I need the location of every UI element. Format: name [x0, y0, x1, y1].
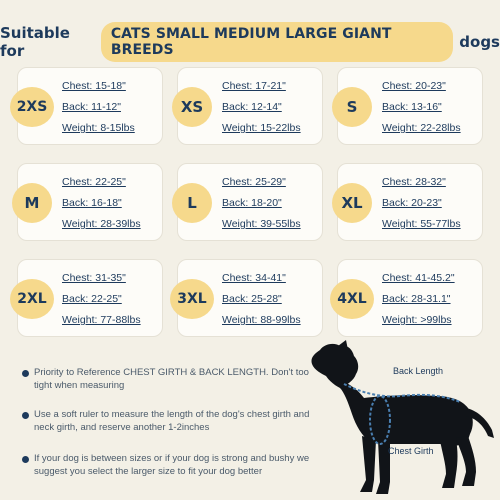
chest-measure: Chest: 28-32" — [382, 176, 446, 188]
size-card-m: M Chest: 22-25" Back: 16-18" Weight: 28-… — [12, 163, 163, 241]
chest-girth-loop — [369, 395, 391, 445]
size-card-2xl: 2XL Chest: 31-35" Back: 22-25" Weight: 7… — [10, 259, 163, 337]
size-badge: M — [12, 183, 52, 223]
weight-measure: Weight: 28-39lbs — [62, 218, 141, 230]
chest-measure: Chest: 20-23" — [382, 80, 446, 92]
back-measure: Back: 22-25" — [62, 293, 122, 305]
back-measure: Back: 20-23" — [382, 197, 442, 209]
chest-measure: Chest: 25-29" — [222, 176, 286, 188]
weight-measure: Weight: 15-22lbs — [222, 122, 301, 134]
bullet-dot-icon — [22, 412, 29, 419]
note-text: Use a soft ruler to measure the length o… — [34, 409, 310, 433]
weight-measure: Weight: 8-15lbs — [62, 122, 135, 134]
size-card-xs: XS Chest: 17-21" Back: 12-14" Weight: 15… — [172, 67, 323, 145]
back-measure: Back: 12-14" — [222, 101, 282, 113]
size-badge: XL — [332, 183, 372, 223]
back-length-label: Back Length — [393, 366, 443, 376]
chest-measure: Chest: 22-25" — [62, 176, 126, 188]
headline: Suitable for CATS SMALL MEDIUM LARGE GIA… — [0, 22, 500, 62]
headline-suffix: dogs — [459, 33, 500, 51]
chest-girth-label: Chest Girth — [388, 446, 434, 456]
size-badge: 4XL — [330, 279, 374, 319]
chest-measure: Chest: 15-18" — [62, 80, 126, 92]
back-measure: Back: 16-18" — [62, 197, 122, 209]
size-card-s: S Chest: 20-23" Back: 13-16" Weight: 22-… — [332, 67, 483, 145]
chest-measure: Chest: 34-41" — [222, 272, 286, 284]
back-measure: Back: 13-16" — [382, 101, 442, 113]
size-card-l: L Chest: 25-29" Back: 18-20" Weight: 39-… — [172, 163, 323, 241]
size-badge: L — [172, 183, 212, 223]
weight-measure: Weight: 22-28lbs — [382, 122, 461, 134]
bullet-dot-icon — [22, 456, 29, 463]
weight-measure: Weight: >99lbs — [382, 314, 452, 326]
back-measure: Back: 25-28" — [222, 293, 282, 305]
size-card-2xs: 2XS Chest: 15-18" Back: 11-12" Weight: 8… — [10, 67, 163, 145]
size-badge: 3XL — [170, 279, 214, 319]
back-measure: Back: 18-20" — [222, 197, 282, 209]
dog-silhouette — [311, 340, 494, 494]
weight-measure: Weight: 77-88lbs — [62, 314, 141, 326]
size-badge: 2XL — [10, 279, 54, 319]
breeds-highlight-pill: CATS SMALL MEDIUM LARGE GIANT BREEDS — [100, 22, 454, 62]
size-card-4xl: 4XL Chest: 41-45.2" Back: 28-31.1" Weigh… — [330, 259, 483, 337]
size-badge: 2XS — [10, 87, 54, 127]
chest-measure: Chest: 41-45.2" — [382, 272, 455, 284]
weight-measure: Weight: 88-99lbs — [222, 314, 301, 326]
weight-measure: Weight: 55-77lbs — [382, 218, 461, 230]
dog-measurement-illustration: Back Length Chest Girth — [311, 340, 494, 494]
chest-measure: Chest: 31-35" — [62, 272, 126, 284]
size-card-xl: XL Chest: 28-32" Back: 20-23" Weight: 55… — [332, 163, 483, 241]
chest-measure: Chest: 17-21" — [222, 80, 286, 92]
headline-prefix: Suitable for — [0, 24, 70, 60]
back-length-line — [343, 383, 461, 403]
bullet-dot-icon — [22, 370, 29, 377]
size-badge: S — [332, 87, 372, 127]
weight-measure: Weight: 39-55lbs — [222, 218, 301, 230]
note-text: If your dog is between sizes or if your … — [34, 453, 310, 477]
size-card-3xl: 3XL Chest: 34-41" Back: 25-28" Weight: 8… — [170, 259, 323, 337]
back-measure: Back: 28-31.1" — [382, 293, 451, 305]
back-measure: Back: 11-12" — [62, 101, 121, 113]
size-badge: XS — [172, 87, 212, 127]
note-text: Priority to Reference CHEST GIRTH & BACK… — [34, 367, 309, 391]
